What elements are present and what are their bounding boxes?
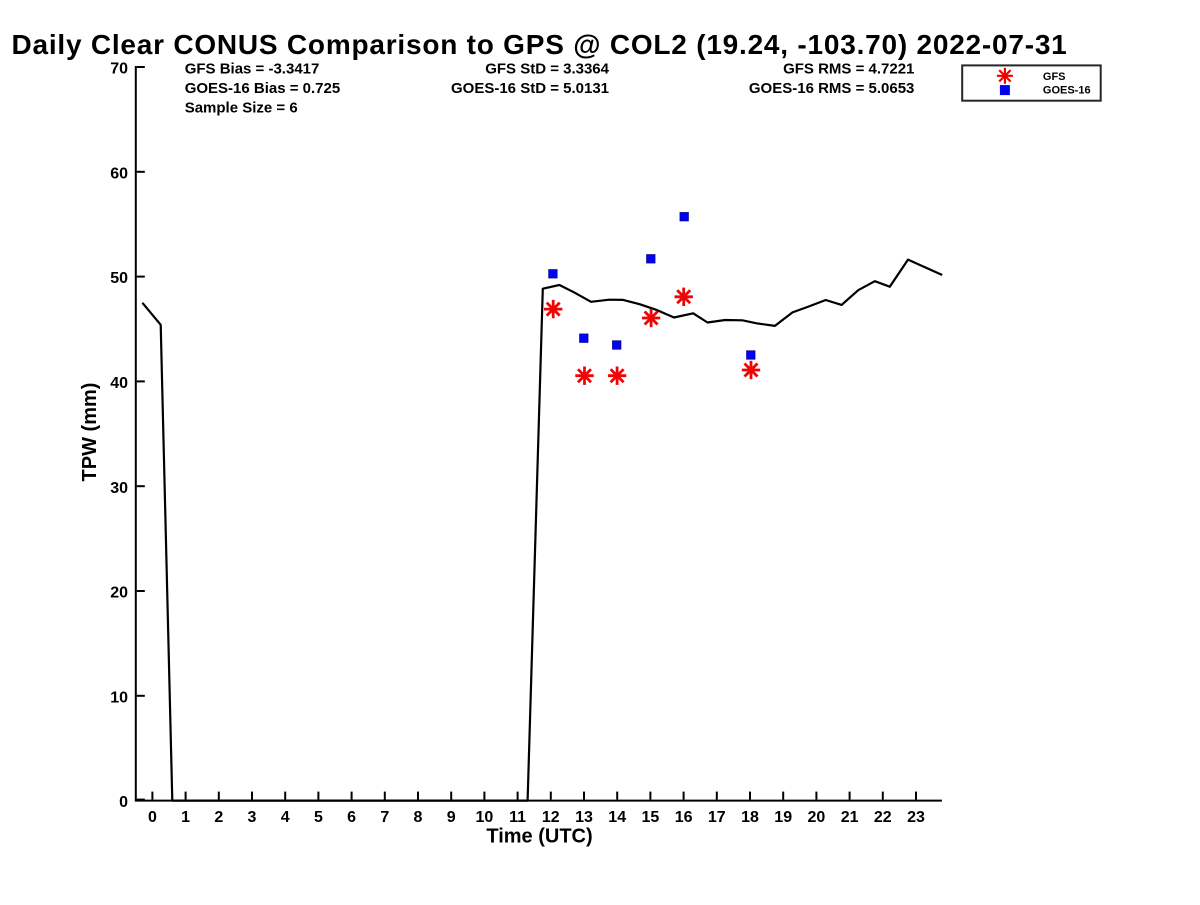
svg-text:TPW (mm): TPW (mm) bbox=[79, 383, 101, 482]
svg-text:11: 11 bbox=[509, 809, 526, 826]
svg-text:7: 7 bbox=[380, 809, 389, 826]
svg-text:3: 3 bbox=[248, 809, 257, 826]
svg-text:12: 12 bbox=[542, 809, 560, 826]
svg-text:10: 10 bbox=[110, 689, 128, 706]
svg-text:GFS StD = 3.3364: GFS StD = 3.3364 bbox=[485, 61, 609, 78]
svg-text:6: 6 bbox=[347, 809, 356, 826]
svg-text:Daily Clear CONUS Comparison t: Daily Clear CONUS Comparison to GPS @ CO… bbox=[11, 29, 1067, 60]
svg-text:19: 19 bbox=[774, 809, 792, 826]
svg-text:2: 2 bbox=[214, 809, 223, 826]
svg-text:GOES-16: GOES-16 bbox=[1043, 85, 1091, 97]
svg-text:60: 60 bbox=[110, 165, 128, 182]
svg-text:13: 13 bbox=[575, 809, 593, 826]
svg-text:0: 0 bbox=[119, 794, 128, 811]
svg-text:GOES-16 StD = 5.0131: GOES-16 StD = 5.0131 bbox=[451, 80, 609, 97]
svg-text:14: 14 bbox=[608, 809, 626, 826]
svg-text:23: 23 bbox=[907, 809, 925, 826]
svg-text:17: 17 bbox=[708, 809, 726, 826]
svg-text:0: 0 bbox=[148, 809, 157, 826]
svg-text:16: 16 bbox=[675, 809, 693, 826]
svg-text:9: 9 bbox=[447, 809, 456, 826]
svg-text:70: 70 bbox=[110, 61, 128, 78]
svg-text:15: 15 bbox=[642, 809, 660, 826]
svg-text:10: 10 bbox=[476, 809, 494, 826]
svg-text:50: 50 bbox=[110, 270, 128, 287]
svg-text:GOES-16 RMS = 5.0653: GOES-16 RMS = 5.0653 bbox=[749, 80, 915, 97]
svg-text:GFS: GFS bbox=[1043, 71, 1066, 83]
svg-text:30: 30 bbox=[110, 480, 128, 497]
svg-text:5: 5 bbox=[314, 809, 323, 826]
svg-text:GFS RMS = 4.7221: GFS RMS = 4.7221 bbox=[783, 61, 914, 78]
svg-text:40: 40 bbox=[110, 375, 128, 392]
svg-text:Sample Size = 6: Sample Size = 6 bbox=[185, 99, 298, 116]
svg-text:GOES-16 Bias = 0.725: GOES-16 Bias = 0.725 bbox=[185, 80, 341, 97]
svg-text:22: 22 bbox=[874, 809, 892, 826]
svg-text:20: 20 bbox=[808, 809, 826, 826]
svg-text:20: 20 bbox=[110, 585, 128, 602]
svg-text:18: 18 bbox=[741, 809, 759, 826]
svg-text:1: 1 bbox=[181, 809, 190, 826]
svg-text:4: 4 bbox=[281, 809, 290, 826]
svg-text:8: 8 bbox=[414, 809, 423, 826]
svg-text:21: 21 bbox=[841, 809, 859, 826]
svg-text:Time (UTC): Time (UTC) bbox=[486, 826, 592, 848]
svg-text:GFS Bias = -3.3417: GFS Bias = -3.3417 bbox=[185, 61, 320, 78]
